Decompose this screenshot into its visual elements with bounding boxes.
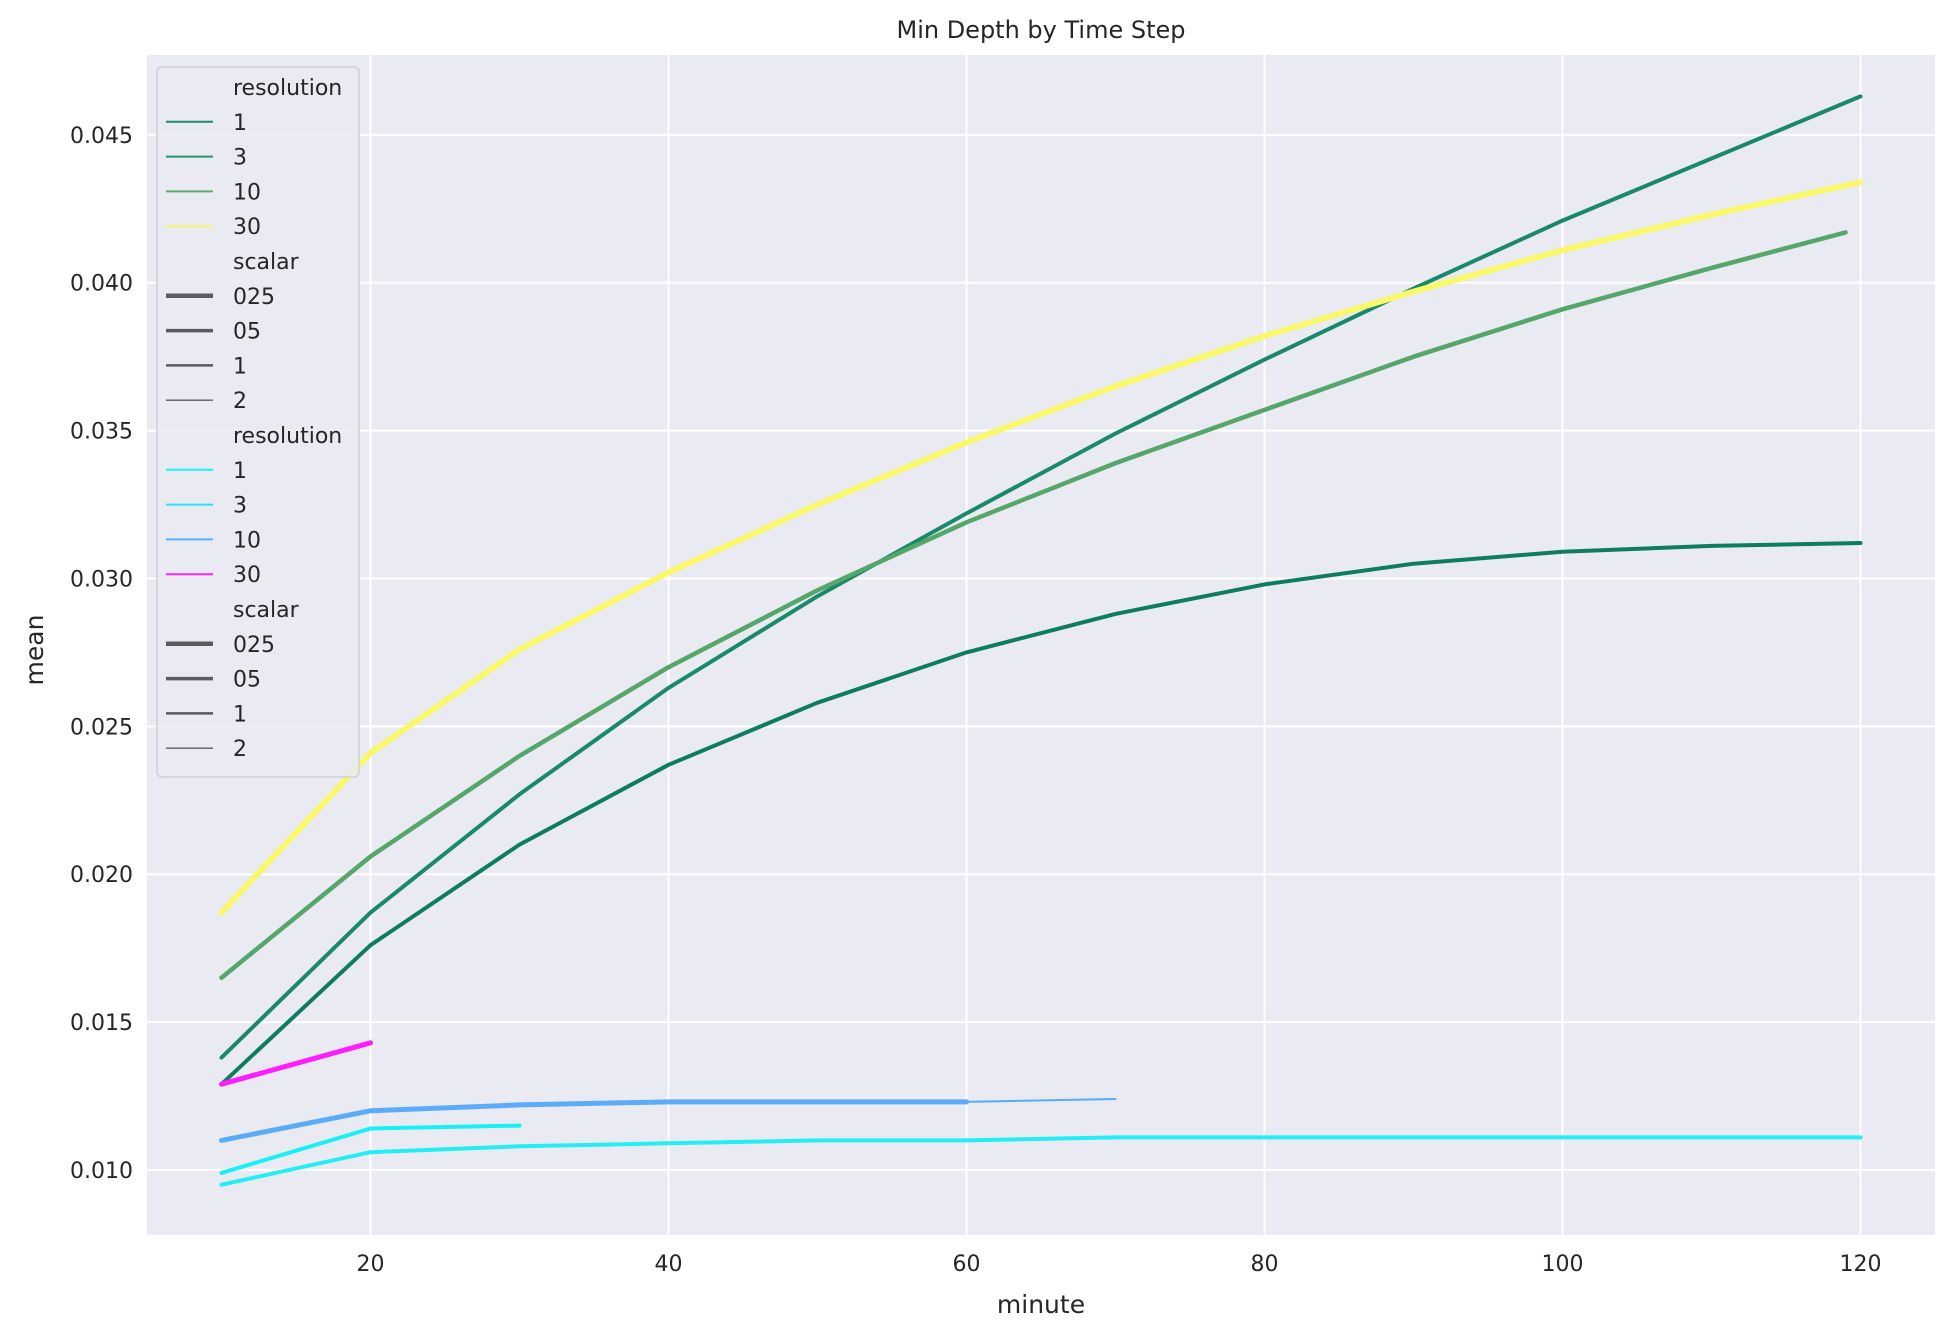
legend-entry: 05 xyxy=(233,668,261,693)
series-lines xyxy=(218,94,1864,1187)
y-tick-label: 0.040 xyxy=(70,272,133,297)
series-line-blue-res-10-scalar-025 xyxy=(219,1099,969,1143)
legend-entry: 2 xyxy=(233,389,247,414)
series-line-green-res-3-scalar-05 xyxy=(219,94,1863,1060)
legend-header: resolution xyxy=(233,76,342,101)
x-tick-labels: 20 40 60 80 100 120 xyxy=(357,1252,1882,1277)
x-tick-label: 60 xyxy=(953,1252,981,1277)
x-tick-label: 80 xyxy=(1251,1252,1279,1277)
legend-entry: 025 xyxy=(233,633,275,658)
series-line-blue-res-1-scalar-05 xyxy=(219,1135,1863,1187)
legend-entry: 30 xyxy=(233,563,261,588)
series-line-blue-res-30-scalar-025 xyxy=(219,1040,373,1087)
legend-entry: 30 xyxy=(233,215,261,240)
y-tick-labels: 0.010 0.015 0.020 0.025 0.030 0.035 0.040 0.045 xyxy=(70,124,133,1184)
x-axis-label: minute xyxy=(997,1290,1085,1319)
series-line-green-res-30-scalar-025 xyxy=(218,179,1864,916)
grid xyxy=(147,55,1935,1235)
legend-entry: 1 xyxy=(233,459,247,484)
legend-header: scalar xyxy=(233,250,300,275)
y-axis-label: mean xyxy=(20,615,49,686)
legend-entry: 10 xyxy=(233,180,261,205)
series-line-blue-res-3-scalar-05 xyxy=(219,1123,522,1175)
y-tick-label: 0.030 xyxy=(70,567,133,592)
legend-entry: 3 xyxy=(233,494,247,519)
legend-entry: 05 xyxy=(233,320,261,345)
x-tick-label: 40 xyxy=(655,1252,683,1277)
legend-entry: 10 xyxy=(233,528,261,553)
plot-background xyxy=(147,55,1935,1235)
chart-title: Min Depth by Time Step xyxy=(896,16,1185,44)
x-tick-label: 20 xyxy=(357,1252,385,1277)
legend-entry: 2 xyxy=(233,737,247,762)
y-tick-label: 0.015 xyxy=(70,1011,133,1036)
y-tick-label: 0.025 xyxy=(70,715,133,740)
legend-entry: 1 xyxy=(233,354,247,379)
legend-entry: 1 xyxy=(233,111,247,136)
y-tick-label: 0.035 xyxy=(70,420,133,445)
y-tick-label: 0.010 xyxy=(70,1159,133,1184)
legend-entry: 1 xyxy=(233,702,247,727)
legend-frame xyxy=(156,66,360,778)
legend: resolution 1 3 10 30 scalar 025 05 1 2 resolution 1… xyxy=(156,66,360,778)
x-tick-label: 120 xyxy=(1840,1252,1882,1277)
legend-header: scalar xyxy=(233,598,300,623)
legend-entry: 3 xyxy=(233,146,247,171)
series-line-green-res-10-scalar-05 xyxy=(219,230,1848,980)
series-line-green-res-1-scalar-05 xyxy=(219,541,1863,1087)
y-tick-label: 0.020 xyxy=(70,863,133,888)
y-tick-label: 0.045 xyxy=(70,124,133,149)
legend-entry: 025 xyxy=(233,285,275,310)
x-tick-label: 100 xyxy=(1542,1252,1584,1277)
series-line-blue-res-10-scalar-2 xyxy=(965,1098,1117,1103)
legend-header: resolution xyxy=(233,424,342,449)
